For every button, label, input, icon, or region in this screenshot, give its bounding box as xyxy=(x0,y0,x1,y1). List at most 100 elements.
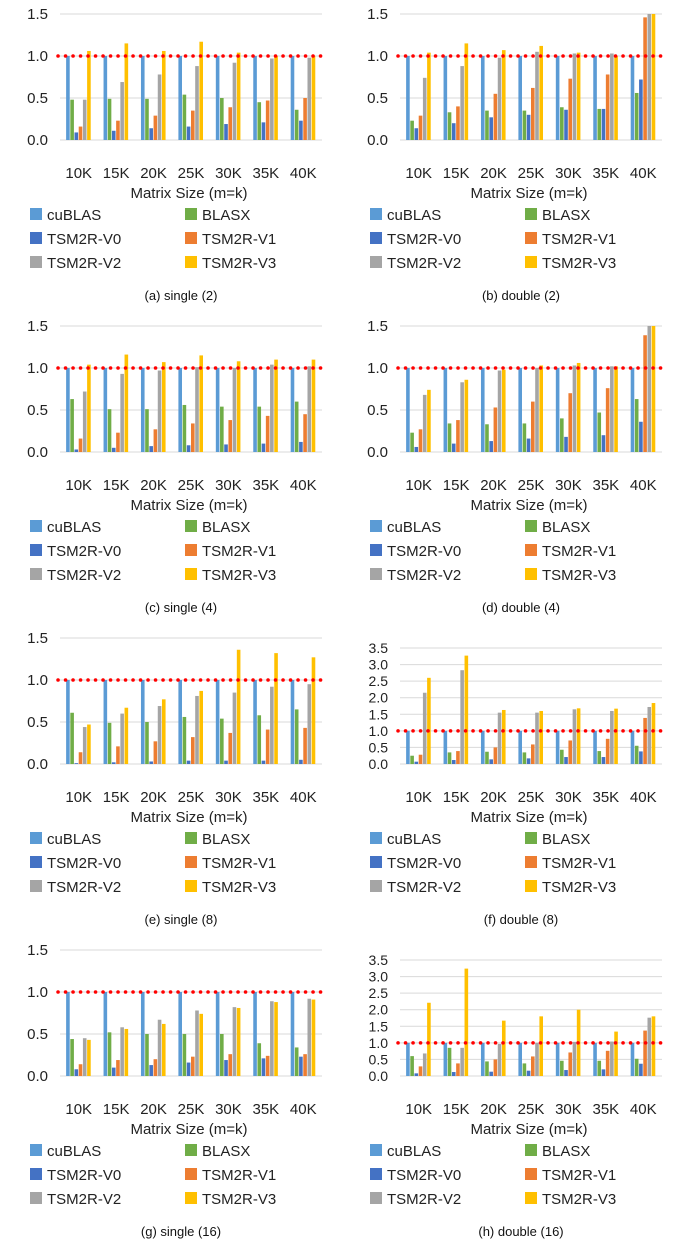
bar-tsm2r-v2-30k xyxy=(572,709,577,764)
x-tick-label: 25K xyxy=(178,165,205,182)
legend-label: TSM2R-V2 xyxy=(47,1191,121,1208)
x-tick-label: 15K xyxy=(443,1101,470,1118)
legend-swatch xyxy=(370,208,382,220)
bar-tsm2r-v3-35k xyxy=(614,366,618,452)
bar-cublas-40k xyxy=(290,368,295,452)
bar-cublas-30k xyxy=(215,368,220,452)
y-tick-label: 3.0 xyxy=(369,969,389,985)
bar-cublas-30k xyxy=(215,680,220,764)
x-tick-label: 25K xyxy=(518,789,545,806)
y-tick-label: 0.5 xyxy=(27,1026,48,1043)
legend-label: TSM2R-V1 xyxy=(542,855,616,872)
bar-tsm2r-v0-10k xyxy=(74,449,79,452)
legend-label: TSM2R-V3 xyxy=(202,879,276,896)
bar-blasx-20k xyxy=(485,751,489,764)
bar-blasx-30k xyxy=(220,98,224,140)
bar-blasx-15k xyxy=(107,722,112,764)
y-tick-label: 0.5 xyxy=(27,714,48,731)
bar-blasx-25k xyxy=(182,94,187,140)
bar-tsm2r-v3-40k xyxy=(651,14,656,140)
bar-tsm2r-v3-25k xyxy=(199,1013,203,1076)
legend-label: cuBLAS xyxy=(47,1143,101,1160)
x-tick-label: 35K xyxy=(593,1101,620,1118)
legend-swatch xyxy=(30,520,42,532)
bar-cublas-30k xyxy=(555,368,560,452)
x-tick-label: 10K xyxy=(65,1101,92,1118)
bar-tsm2r-v0-35k xyxy=(261,443,266,452)
x-tick-label: 35K xyxy=(253,477,280,494)
bar-blasx-35k xyxy=(597,751,602,764)
bar-cublas-15k xyxy=(443,368,448,452)
bar-blasx-20k xyxy=(145,409,149,452)
bar-tsm2r-v1-40k xyxy=(643,17,647,140)
bar-blasx-40k xyxy=(634,92,639,140)
bar-tsm2r-v2-40k xyxy=(647,1017,652,1076)
bar-tsm2r-v0-40k xyxy=(639,421,643,452)
bar-tsm2r-v2-35k xyxy=(610,710,614,764)
bar-tsm2r-v2-30k xyxy=(232,62,237,140)
bar-tsm2r-v0-20k xyxy=(149,128,153,140)
bar-tsm2r-v1-35k xyxy=(265,729,270,764)
bar-tsm2r-v2-20k xyxy=(497,1043,502,1076)
chart-panel-2: 0.0 0.5 1.0 1.5 10K 15K 20K 25K 30K 35K 40K Matrix … xyxy=(367,6,666,303)
x-tick-label: 30K xyxy=(555,477,582,494)
bar-blasx-20k xyxy=(145,722,149,764)
panel-caption: (g) single (16) xyxy=(141,1224,221,1239)
bar-tsm2r-v1-30k xyxy=(568,1052,573,1076)
legend-label: TSM2R-V2 xyxy=(387,567,461,584)
x-tick-label: 25K xyxy=(178,1101,205,1118)
bar-blasx-30k xyxy=(220,1034,224,1076)
bar-tsm2r-v0-40k xyxy=(639,751,643,764)
bar-blasx-35k xyxy=(257,102,262,140)
bar-tsm2r-v3-15k xyxy=(124,354,129,452)
panel-caption: (e) single (8) xyxy=(145,912,218,927)
bar-tsm2r-v2-30k xyxy=(232,692,237,764)
bar-tsm2r-v0-35k xyxy=(601,757,606,764)
bar-cublas-35k xyxy=(593,1042,597,1076)
bar-tsm2r-v1-35k xyxy=(265,1055,270,1076)
bar-tsm2r-v2-10k xyxy=(422,394,427,452)
bar-cublas-40k xyxy=(630,1042,635,1076)
bar-tsm2r-v0-20k xyxy=(489,117,493,140)
bar-blasx-10k xyxy=(410,120,414,140)
x-tick-label: 15K xyxy=(103,165,130,182)
y-tick-label: 0.5 xyxy=(367,90,388,107)
bar-tsm2r-v0-15k xyxy=(111,762,116,764)
bar-blasx-30k xyxy=(560,1060,564,1076)
legend-swatch xyxy=(525,520,537,532)
bar-cublas-40k xyxy=(630,56,635,140)
legend-label: TSM2R-V0 xyxy=(47,543,121,560)
legend-swatch xyxy=(30,208,42,220)
y-tick-label: 1.0 xyxy=(369,723,389,739)
x-tick-label: 20K xyxy=(480,165,507,182)
x-tick-label: 35K xyxy=(593,789,620,806)
bar-cublas-30k xyxy=(555,56,560,140)
y-tick-label: 0.0 xyxy=(367,444,388,461)
bar-tsm2r-v2-25k xyxy=(195,1010,199,1076)
bar-blasx-40k xyxy=(294,109,299,140)
bar-tsm2r-v2-20k xyxy=(157,706,162,764)
y-tick-label: 2.5 xyxy=(369,673,389,689)
legend-swatch xyxy=(525,568,537,580)
legend-label: TSM2R-V2 xyxy=(47,255,121,272)
legend-label: TSM2R-V0 xyxy=(387,543,461,560)
bar-cublas-15k xyxy=(103,680,108,764)
bar-tsm2r-v2-30k xyxy=(572,1041,577,1076)
legend-swatch xyxy=(185,832,197,844)
bar-tsm2r-v1-25k xyxy=(191,110,195,140)
legend-label: TSM2R-V2 xyxy=(47,879,121,896)
chart-panel-3: 0.0 0.5 1.0 1.5 10K 15K 20K 25K 30K 35K 40K Matrix … xyxy=(27,318,326,615)
bar-blasx-20k xyxy=(485,424,489,452)
bar-tsm2r-v1-20k xyxy=(153,115,158,140)
legend-swatch xyxy=(370,1168,382,1180)
bar-tsm2r-v1-30k xyxy=(568,393,573,452)
bar-tsm2r-v2-25k xyxy=(535,1042,539,1076)
bar-tsm2r-v3-35k xyxy=(614,708,618,764)
bar-tsm2r-v0-35k xyxy=(601,1069,606,1076)
bar-tsm2r-v3-25k xyxy=(539,1016,543,1076)
bar-blasx-35k xyxy=(597,412,602,452)
bar-blasx-15k xyxy=(447,112,452,140)
legend-swatch xyxy=(370,832,382,844)
panel-caption: (h) double (16) xyxy=(478,1224,563,1239)
legend-label: BLASX xyxy=(202,1143,250,1160)
